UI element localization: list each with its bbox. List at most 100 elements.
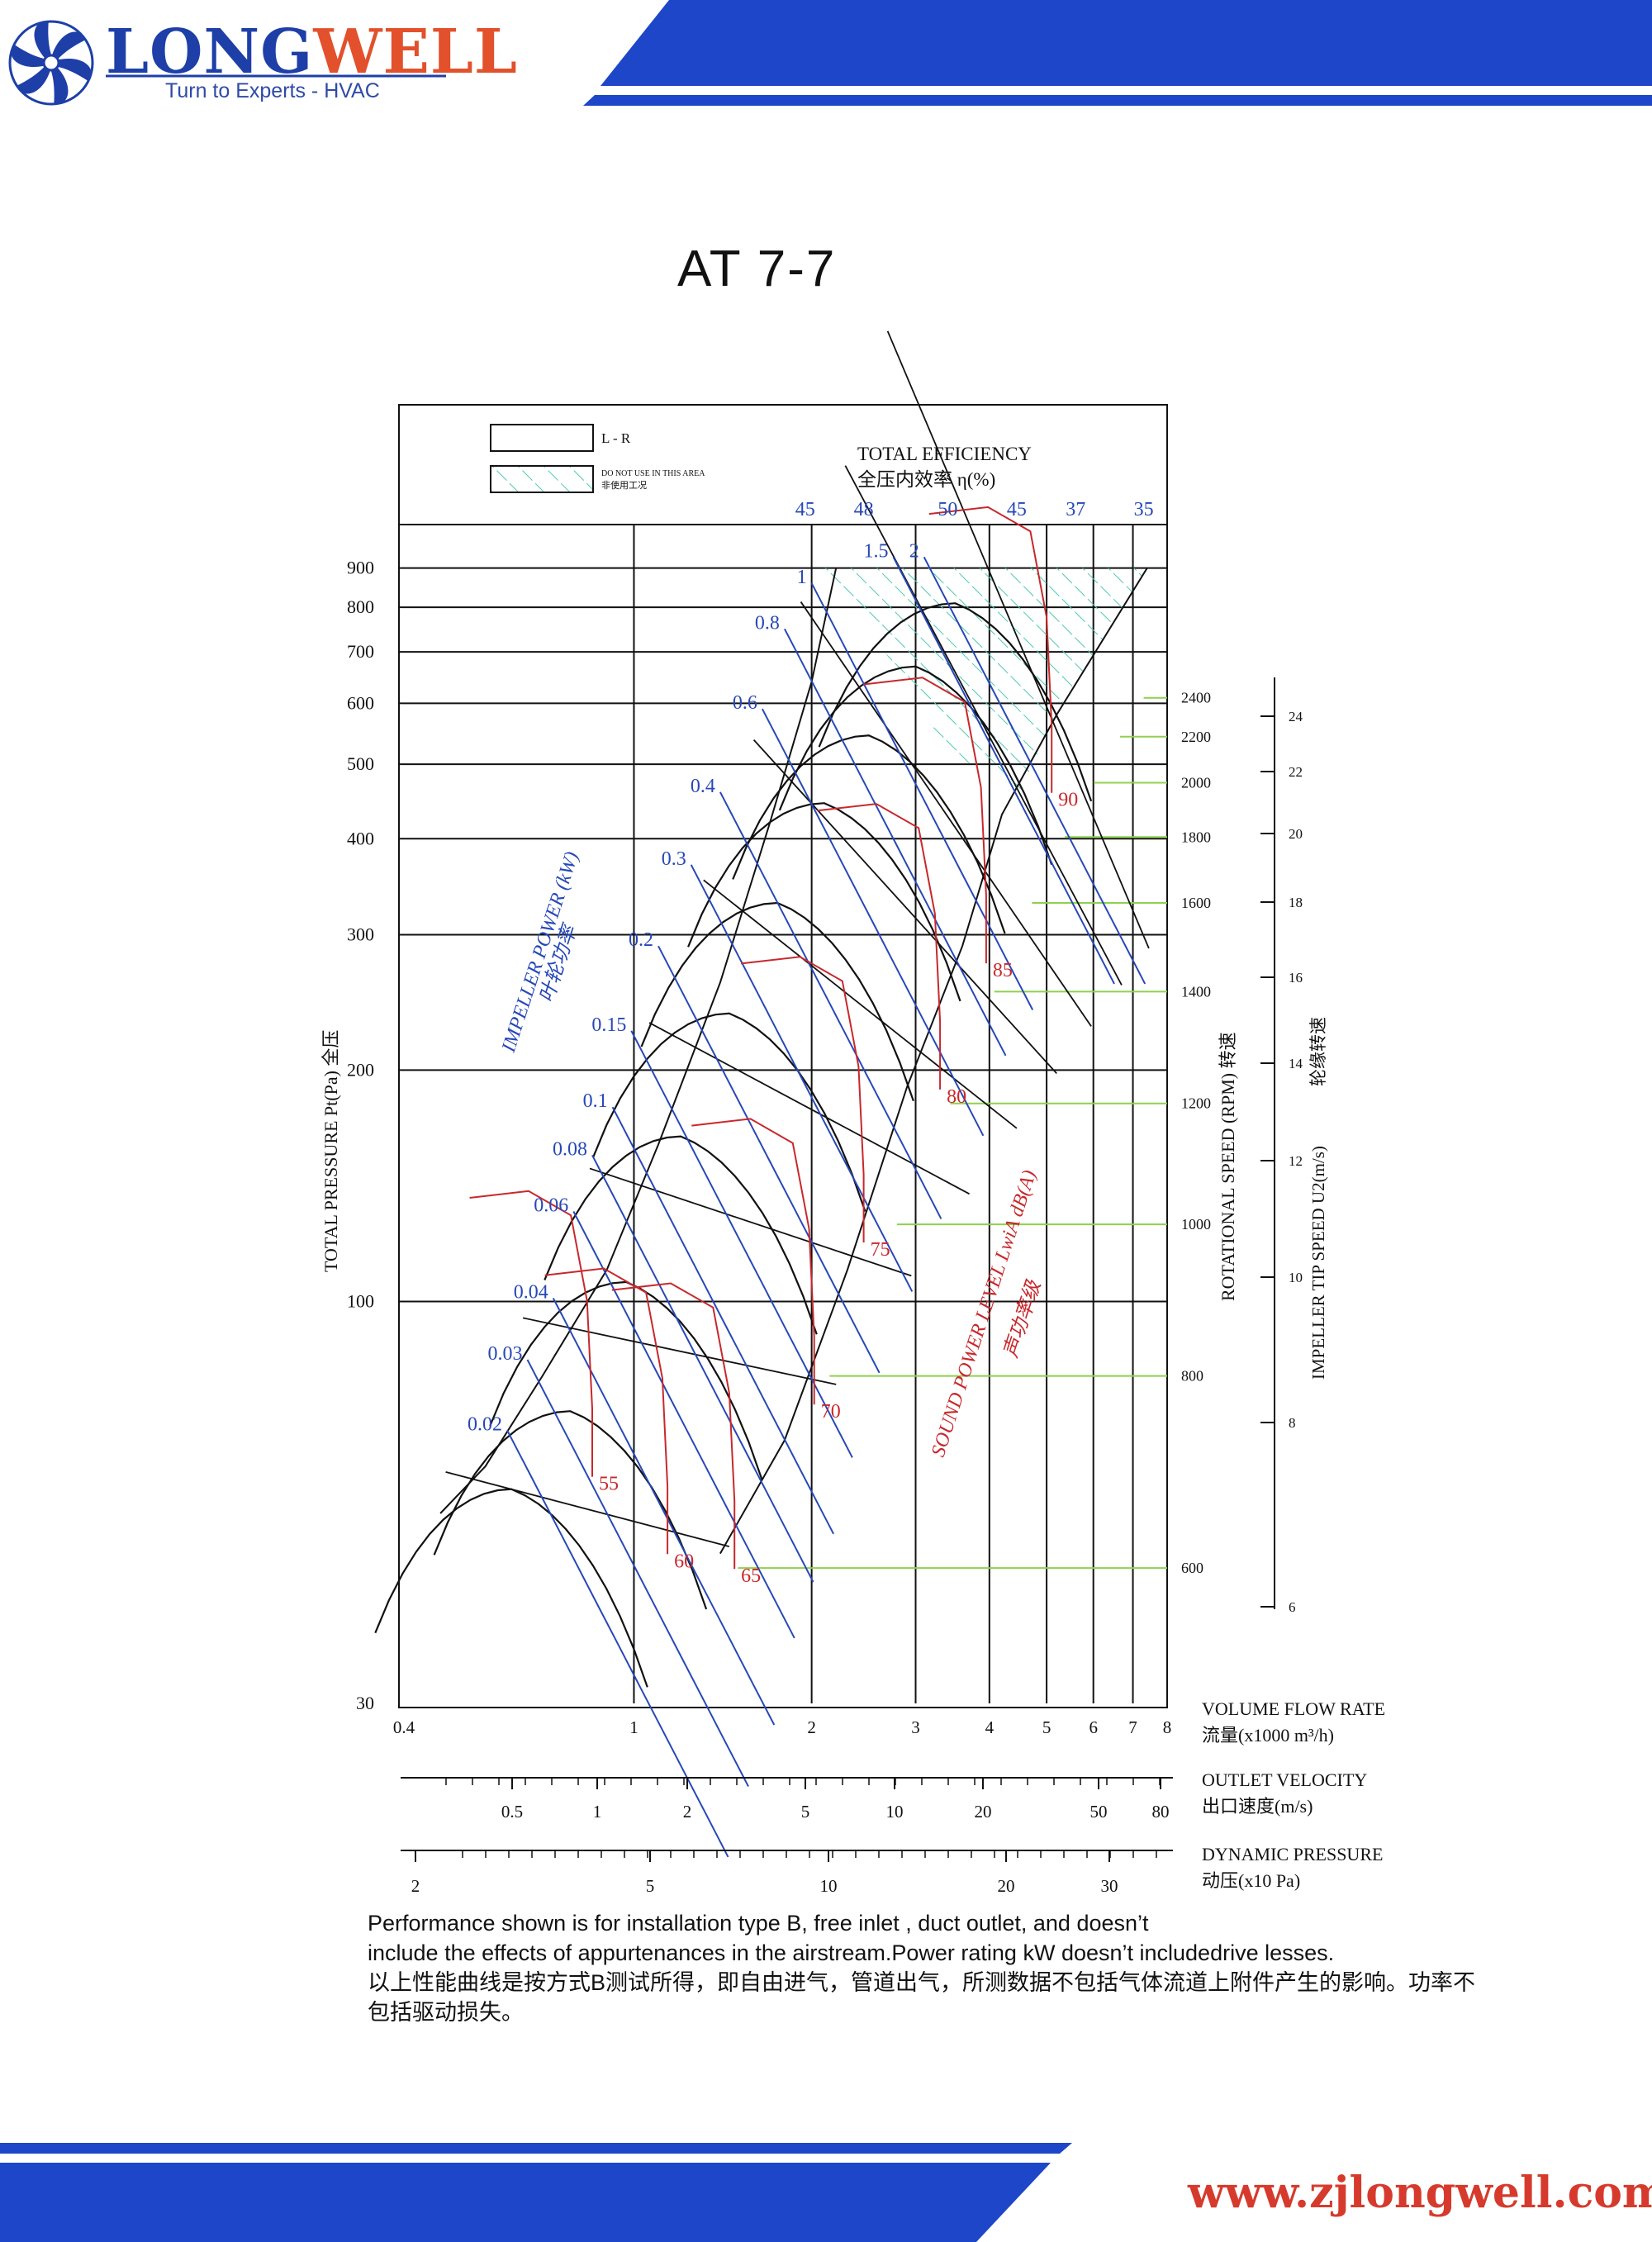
legend-hatch-label-en: DO NOT USE IN THIS AREA xyxy=(601,469,705,478)
impeller-power-label: 0.15 xyxy=(591,1014,626,1036)
website-link[interactable]: www.zjlongwell.com xyxy=(1188,2168,1652,2218)
efficiency-line xyxy=(844,465,1123,986)
rpm-tick-label: 1200 xyxy=(1181,1095,1211,1112)
sound-power-label: 70 xyxy=(821,1401,841,1423)
pressure-curve xyxy=(433,1410,708,1610)
note-line-3: 以上性能曲线是按方式B测试所得，即自由进气，管道出气，所测数据不包括气体流道上附… xyxy=(368,1970,1476,1995)
rpm-tick-label: 1800 xyxy=(1181,829,1211,845)
outlet-velocity-tick-label: 50 xyxy=(1090,1802,1108,1822)
rpm-tick-label: 800 xyxy=(1181,1368,1203,1385)
impeller-power-curve xyxy=(630,1030,853,1458)
do-not-use-area xyxy=(811,568,1147,792)
pressure-curve xyxy=(374,1488,648,1688)
efficiency-value-label: 45 xyxy=(795,499,815,520)
efficiency-line xyxy=(648,1022,971,1195)
tip-speed-tick-label: 6 xyxy=(1289,1599,1296,1615)
impeller-power-label: 0.8 xyxy=(755,612,780,634)
operating-band-upper-boundary xyxy=(439,568,838,1514)
efficiency-line xyxy=(589,1167,912,1277)
tip-speed-title-cn: 轮缘转速 xyxy=(1308,1017,1328,1086)
impeller-power-label: 0.02 xyxy=(468,1413,502,1435)
tip-speed-title: IMPELLER TIP SPEED U2(m/s) xyxy=(1308,1146,1328,1380)
pressure-curve xyxy=(592,1012,866,1212)
tip-speed-tick-label: 20 xyxy=(1289,826,1303,842)
impeller-power-curve xyxy=(506,1429,729,1858)
tip-speed-tick-label: 14 xyxy=(1289,1056,1303,1071)
outlet-velocity-tick-label: 20 xyxy=(975,1802,992,1822)
pressure-curve xyxy=(732,734,1006,934)
efficiency-value-label: 50 xyxy=(938,499,957,520)
impeller-power-curve xyxy=(810,582,1034,1010)
dynamic-pressure-tick-label: 10 xyxy=(820,1876,838,1896)
impeller-power-label: 0.4 xyxy=(691,776,715,797)
x-tick-label: 1 xyxy=(629,1717,638,1737)
pressure-curve xyxy=(687,802,961,1002)
y-tick-label: 900 xyxy=(347,558,374,578)
efficiency-title-en: TOTAL EFFICIENCY xyxy=(857,444,1032,464)
impeller-power-curve xyxy=(572,1210,795,1639)
brand-tagline: Turn to Experts - HVAC xyxy=(165,79,380,102)
rotational-speed-title: ROTATIONAL SPEED (RPM) 转速 xyxy=(1218,1032,1238,1301)
impeller-power-label: 1.5 xyxy=(863,540,888,562)
impeller-power-curve xyxy=(657,945,881,1374)
impeller-power-curve xyxy=(611,1106,834,1535)
y-tick-label: 600 xyxy=(347,692,374,713)
note-line-1: Performance shown is for installation ty… xyxy=(368,1911,1149,1936)
rpm-tick-label: 2000 xyxy=(1181,775,1211,791)
impeller-power-curve xyxy=(552,1298,776,1726)
efficiency-line xyxy=(522,1317,837,1385)
y-axis-title: TOTAL PRESSURE Pt(Pa) 全压 xyxy=(320,1030,341,1272)
y-tick-label: 500 xyxy=(347,753,374,774)
y-tick-label: 700 xyxy=(347,641,374,662)
impeller-power-label: 0.1 xyxy=(583,1090,608,1112)
impeller-power-label: 0.03 xyxy=(487,1343,522,1365)
legend-lr-box xyxy=(490,424,594,452)
fan-logo-icon xyxy=(8,20,94,106)
outlet-velocity-tick-label: 1 xyxy=(593,1802,602,1822)
x-tick-label: 4 xyxy=(985,1717,995,1737)
legend-lr-label: L - R xyxy=(601,430,631,446)
impeller-power-curve xyxy=(784,628,1007,1057)
tip-speed-tick-label: 8 xyxy=(1289,1415,1296,1431)
tip-speed-tick-label: 12 xyxy=(1289,1153,1303,1169)
dynamic-pressure-title-en: DYNAMIC PRESSURE xyxy=(1202,1844,1383,1864)
performance-note: Performance shown is for installation ty… xyxy=(368,1908,1574,2027)
sound-power-label: 65 xyxy=(741,1565,761,1587)
dynamic-pressure-title-cn: 动压(x10 Pa) xyxy=(1202,1870,1300,1891)
rpm-tick-label: 600 xyxy=(1181,1560,1203,1576)
operating-band-lower-boundary xyxy=(719,568,1148,1555)
impeller-power-curve xyxy=(719,791,942,1219)
brand-name-part1: LONG xyxy=(106,17,314,88)
x-axis-title-en: VOLUME FLOW RATE xyxy=(1202,1698,1385,1719)
pressure-curve xyxy=(778,665,1053,865)
outlet-velocity-tick-label: 2 xyxy=(683,1802,692,1822)
impeller-power-label: 0.2 xyxy=(629,929,653,951)
efficiency-line xyxy=(886,330,1150,949)
header-band xyxy=(601,0,1652,86)
sound-power-label: 85 xyxy=(993,960,1013,981)
outlet-velocity-title-en: OUTLET VELOCITY xyxy=(1202,1769,1367,1790)
x-tick-label: 6 xyxy=(1089,1717,1098,1737)
rpm-tick-label: 1000 xyxy=(1181,1216,1211,1233)
sound-power-label: 55 xyxy=(599,1474,619,1495)
efficiency-line xyxy=(703,879,1018,1129)
sound-power-label: 90 xyxy=(1058,790,1078,811)
rpm-tick-label: 2200 xyxy=(1181,729,1211,745)
efficiency-title-cn: 全压内效率 η(%) xyxy=(857,469,995,490)
outlet-velocity-tick-label: 0.5 xyxy=(501,1802,523,1822)
footer-stripe xyxy=(0,2143,1072,2154)
x-tick-label: 5 xyxy=(1042,1717,1051,1737)
legend-hatch-box xyxy=(490,465,594,493)
header-stripe xyxy=(583,95,1652,106)
impeller-power-curve xyxy=(892,556,1115,985)
sound-power-curve xyxy=(691,1118,815,1405)
y-tick-label: 300 xyxy=(347,924,374,945)
chart-frame xyxy=(398,404,1168,1708)
impeller-power-curve xyxy=(762,708,985,1137)
brand-logo-text: LONGWELL xyxy=(106,17,518,88)
outlet-velocity-tick-label: 80 xyxy=(1152,1802,1170,1822)
impeller-power-label: 0.04 xyxy=(514,1281,548,1303)
sound-power-curve xyxy=(817,803,942,1090)
